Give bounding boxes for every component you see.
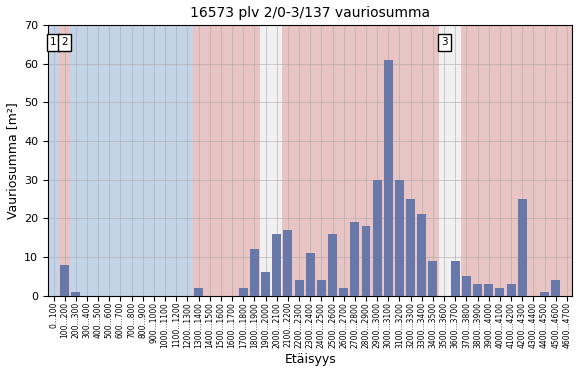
Bar (193, 25, 260, 295)
Bar (194, 288, 203, 295)
Bar (462, 276, 471, 295)
Bar (239, 288, 248, 295)
Text: 2: 2 (61, 38, 68, 48)
Bar (428, 261, 438, 295)
Bar (306, 253, 314, 295)
Bar (260, 25, 282, 295)
Text: 3: 3 (441, 38, 447, 48)
Bar (395, 180, 404, 295)
Bar (551, 280, 560, 295)
Bar (540, 292, 549, 295)
Bar (484, 284, 493, 295)
Bar (350, 222, 360, 295)
Bar (59, 25, 71, 295)
Bar (361, 226, 370, 295)
Bar (439, 25, 461, 295)
Bar (417, 214, 426, 295)
X-axis label: Etäisyys: Etäisyys (284, 353, 336, 366)
Bar (317, 280, 326, 295)
Bar (495, 288, 505, 295)
Bar (60, 264, 69, 295)
Bar (71, 25, 193, 295)
Bar (339, 288, 348, 295)
Title: 16573 plv 2/0-3/137 vauriosumma: 16573 plv 2/0-3/137 vauriosumma (190, 6, 430, 20)
Y-axis label: Vauriosumma [m²]: Vauriosumma [m²] (6, 102, 18, 219)
Bar (473, 284, 482, 295)
Bar (295, 280, 303, 295)
Bar (272, 234, 281, 295)
Bar (406, 199, 415, 295)
Bar (261, 272, 270, 295)
Bar (328, 234, 337, 295)
Bar (506, 284, 516, 295)
Bar (282, 25, 439, 295)
Bar (48, 25, 59, 295)
Bar (250, 249, 259, 295)
Bar (384, 60, 393, 295)
Bar (72, 292, 80, 295)
Bar (373, 180, 381, 295)
Bar (461, 25, 572, 295)
Bar (283, 230, 292, 295)
Bar (518, 199, 527, 295)
Bar (451, 261, 460, 295)
Text: 1: 1 (50, 38, 57, 48)
